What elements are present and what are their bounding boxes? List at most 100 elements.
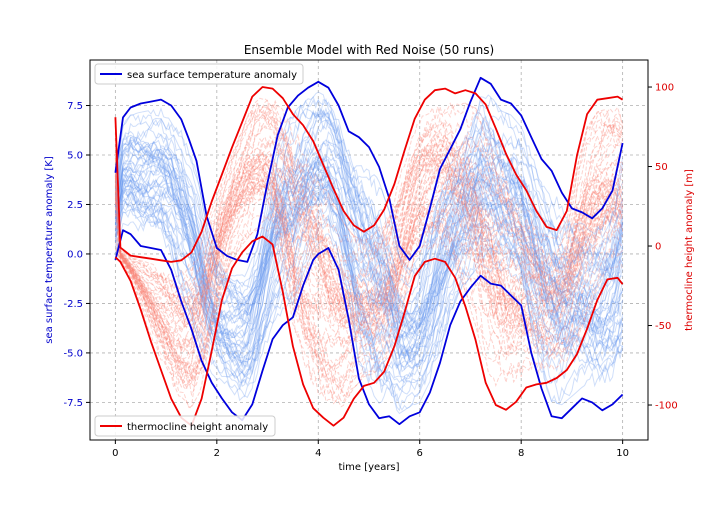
- sst-ensemble-run: [114, 127, 624, 359]
- thermocline-ensemble-run: [114, 176, 623, 408]
- thermocline-ensemble-run: [114, 99, 623, 320]
- thermocline-ensemble-run: [114, 150, 623, 368]
- legend-thermocline-box: [94, 415, 276, 437]
- x-tick-label: 10: [616, 448, 629, 459]
- y-tick-left-label: -7.5: [63, 398, 83, 409]
- sst-ensemble-run: [114, 120, 623, 360]
- legend-sst: sea surface temperature anomaly: [94, 63, 304, 85]
- sst-ensemble-run: [114, 168, 624, 402]
- thermocline-ensemble-run: [114, 121, 623, 328]
- sst-ensemble-run: [114, 103, 624, 327]
- y-tick-right-label: -50: [655, 321, 671, 332]
- thermocline-ensemble-run: [114, 134, 623, 354]
- sst-ensemble-run: [114, 111, 623, 340]
- sst-ensemble-run: [114, 166, 623, 384]
- sst-ensemble-run: [114, 158, 623, 368]
- thermocline-ensemble-run: [114, 110, 623, 311]
- sst-ensemble-run: [114, 163, 624, 371]
- thermocline-ensemble-run: [114, 150, 624, 374]
- thermocline-ensemble-run: [114, 151, 624, 347]
- sst-ensemble-run: [114, 107, 624, 325]
- y-tick-left-label: 5.0: [67, 151, 83, 162]
- thermocline-ensemble-run: [114, 161, 624, 391]
- sst-ensemble-run: [114, 146, 624, 372]
- legend-sst-label: sea surface temperature anomaly: [127, 70, 297, 81]
- grid: [90, 60, 648, 440]
- thermocline-ensemble-run: [114, 172, 623, 409]
- sst-ensemble-run: [114, 117, 624, 350]
- thermocline-ensemble-run: [114, 102, 624, 305]
- sst-ensemble-run: [114, 98, 624, 328]
- x-tick-label: 0: [112, 448, 118, 459]
- thermocline-lower-envelope-line: [114, 235, 624, 427]
- sst-ensemble-run: [114, 107, 624, 330]
- series-lines: [114, 76, 624, 427]
- y-tick-left-label: -5.0: [63, 348, 83, 359]
- thermocline-ensemble-run: [114, 180, 624, 399]
- sst-ensemble-run: [114, 131, 624, 360]
- sst-upper-envelope-line: [114, 76, 624, 263]
- sst-ensemble-run: [114, 193, 624, 412]
- ensemble-runs: [114, 91, 624, 415]
- sst-ensemble-run: [114, 117, 624, 354]
- thermocline-ensemble-run: [114, 154, 624, 348]
- thermocline-ensemble-run: [114, 165, 623, 384]
- y-axis-label-left: sea surface temperature anomaly [K]: [44, 156, 55, 344]
- sst-ensemble-run: [114, 146, 624, 360]
- y-tick-right-label: 0: [655, 242, 661, 253]
- thermocline-ensemble-run: [114, 133, 624, 330]
- thermocline-ensemble-run: [114, 102, 623, 304]
- legend-thermocline: thermocline height anomaly: [94, 415, 276, 437]
- sst-ensemble-run: [114, 96, 624, 318]
- thermocline-ensemble-run: [114, 187, 624, 408]
- sst-ensemble-run: [114, 140, 623, 375]
- sst-ensemble-run: [114, 95, 624, 330]
- sst-ensemble-run: [114, 130, 623, 370]
- y-ticks-left: -7.5 -5.0 -2.5 0.0 2.5 5.0 7.5: [63, 101, 90, 409]
- legend-thermocline-label: thermocline height anomaly: [127, 422, 268, 433]
- sst-ensemble-run: [114, 148, 624, 373]
- sst-ensemble-run: [114, 91, 624, 321]
- y-tick-left-label: 0.0: [67, 249, 83, 260]
- legend-sst-box: [94, 63, 304, 85]
- sst-ensemble-run: [114, 147, 624, 366]
- thermocline-ensemble-run: [114, 183, 624, 403]
- sst-lower-envelope-line: [114, 229, 624, 426]
- thermocline-ensemble-run: [114, 102, 624, 326]
- thermocline-ensemble-run: [114, 183, 624, 403]
- thermocline-ensemble-run: [114, 141, 624, 368]
- sst-ensemble-run: [114, 140, 624, 357]
- sst-ensemble-run: [114, 164, 623, 384]
- plot-frame: [89, 59, 649, 441]
- thermocline-upper-envelope-line: [114, 86, 624, 263]
- sst-ensemble-run: [114, 154, 623, 378]
- sst-ensemble-run: [114, 109, 624, 340]
- thermocline-ensemble-run: [114, 147, 624, 383]
- sst-ensemble-run: [114, 183, 624, 406]
- thermocline-ensemble-run: [114, 181, 624, 398]
- y-tick-left-label: -2.5: [63, 299, 83, 310]
- thermocline-ensemble-run: [114, 130, 623, 331]
- thermocline-ensemble-run: [114, 165, 623, 369]
- y-axis-label-right: thermocline height anomaly [m]: [684, 169, 695, 331]
- y-tick-left-label: 7.5: [67, 101, 83, 112]
- thermocline-ensemble-run: [114, 167, 623, 382]
- y-tick-right-label: -100: [655, 401, 678, 412]
- sst-ensemble-run: [114, 177, 624, 382]
- thermocline-ensemble-run: [114, 162, 624, 388]
- sst-ensemble-run: [114, 115, 624, 340]
- sst-ensemble-run: [114, 172, 624, 380]
- sst-ensemble-run: [114, 107, 624, 325]
- thermocline-ensemble-run: [114, 97, 624, 297]
- thermocline-ensemble-run: [114, 99, 624, 303]
- thermocline-ensemble-run: [114, 162, 624, 368]
- sst-ensemble-run: [114, 173, 624, 388]
- x-tick-label: 8: [518, 448, 524, 459]
- thermocline-ensemble-run: [114, 159, 624, 380]
- thermocline-ensemble-run: [114, 140, 623, 349]
- x-tick-label: 2: [214, 448, 220, 459]
- thermocline-ensemble-run: [114, 109, 624, 320]
- chart-title: Ensemble Model with Red Noise (50 runs): [244, 43, 494, 57]
